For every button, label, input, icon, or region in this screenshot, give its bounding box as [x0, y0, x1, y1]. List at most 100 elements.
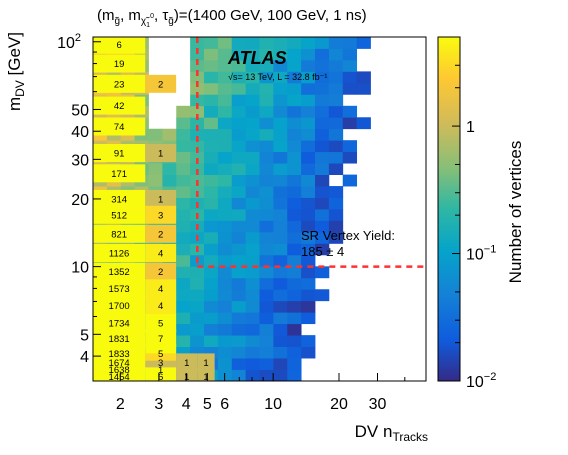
heatmap-cell: [204, 266, 219, 279]
sr-yield-label: SR Vertex Yield:: [301, 228, 395, 243]
heatmap-cell-labeled: [93, 205, 146, 224]
cell-count: 1: [184, 358, 189, 369]
heatmap-cell: [231, 94, 247, 107]
heatmap-cell-labeled: [145, 243, 177, 262]
heatmap-cell: [315, 105, 330, 118]
heatmap-cell: [273, 209, 288, 221]
cell-count: 1: [203, 372, 208, 383]
heatmap-cell: [204, 231, 219, 244]
cell-count: 1831: [109, 334, 130, 345]
heatmap-cell: [245, 163, 260, 175]
title-neutralino-sub: χ̃: [141, 16, 150, 27]
cell-count: 91: [114, 149, 125, 160]
heatmap-cell: [273, 105, 288, 118]
heatmap-cell: [204, 151, 219, 164]
heatmap-cell: [190, 151, 205, 164]
cell-count: 4: [158, 284, 163, 295]
heatmap-cell: [342, 71, 358, 84]
heatmap-cell: [259, 289, 274, 302]
heatmap-cell: [328, 48, 344, 61]
heatmap-cell: [204, 243, 219, 256]
cell-count: 171: [111, 169, 127, 180]
cell-count: 7: [158, 334, 163, 345]
heatmap-cell-labeled: [197, 367, 215, 381]
heatmap-cell: [342, 151, 358, 164]
y-tick-label: 20: [71, 192, 89, 209]
heatmap-cell: [245, 358, 260, 370]
heatmap-cell: [204, 59, 219, 72]
heatmap-cell: [301, 186, 316, 198]
cell-count: 314: [111, 194, 127, 205]
heatmap-cell: [273, 335, 288, 347]
heatmap-cell: [259, 312, 274, 325]
x-tick-label: 5: [203, 396, 212, 413]
heatmap-cell: [315, 163, 330, 175]
x-tick-label: 4: [182, 396, 191, 413]
heatmap-cell: [259, 197, 274, 210]
heatmap-cell: [287, 289, 302, 302]
heatmap-cell: [176, 186, 191, 198]
heatmap-cell: [301, 335, 316, 347]
heatmap-cell: [259, 323, 274, 336]
heatmap-cell: [287, 300, 302, 313]
heatmap-cell: [231, 151, 247, 164]
heatmap-cell: [287, 346, 302, 359]
heatmap-cell-labeled: [145, 314, 177, 333]
sr-yield-value: 185 ± 4: [301, 244, 344, 259]
heatmap-cell: [217, 48, 233, 61]
heatmap-cell: [245, 312, 260, 325]
heatmap-cell: [259, 105, 274, 118]
heatmap-cell: [217, 209, 233, 221]
colorbar-ticks: 10−2 10−1 1: [452, 64, 496, 391]
heatmap-cell: [328, 186, 344, 198]
heatmap-cell: [315, 266, 330, 279]
heatmap-cell: [217, 163, 233, 175]
heatmap-cell: [273, 300, 288, 313]
heatmap-cell: [190, 266, 205, 279]
chart-title: (mg̃, mχ̃10, τg̃)=(1400 GeV, 100 GeV, 1 …: [97, 7, 367, 29]
cell-count: 1126: [109, 248, 129, 259]
heatmap-cell: [217, 335, 233, 347]
heatmap-cell: [259, 117, 274, 130]
heatmap-cell: [287, 140, 302, 153]
heatmap-cell: [190, 312, 205, 325]
heatmap-cell: [301, 105, 316, 118]
heatmap-cell: [315, 140, 330, 153]
heatmap-cell: [190, 128, 205, 141]
heatmap-cell: [176, 289, 191, 302]
heatmap-cell: [245, 277, 260, 290]
y-tick-label: 4: [80, 349, 89, 366]
heatmap-cell: [217, 197, 233, 210]
heatmap-cell: [204, 220, 219, 233]
heatmap-cell: [190, 323, 205, 336]
heatmap-cell-labeled: [145, 262, 177, 281]
heatmap-cell: [231, 243, 247, 256]
heatmap-cell: [301, 151, 316, 164]
heatmap-cell: [273, 346, 288, 359]
heatmap-cell: [231, 174, 247, 187]
heatmap-cell: [176, 163, 191, 175]
heatmap-cell: [231, 59, 247, 72]
heatmap-cell: [301, 312, 316, 325]
heatmap-cell-labeled: [93, 144, 146, 163]
heatmap-cell: [245, 243, 260, 256]
heatmap-cell: [190, 82, 205, 95]
heatmap-cell-labeled: [93, 96, 146, 115]
heatmap-cell: [204, 312, 219, 325]
heatmap-cell: [190, 105, 205, 118]
heatmap-cell: [245, 254, 260, 267]
heatmap-cell: [259, 94, 274, 107]
heatmap-cell-labeled: [145, 189, 177, 208]
heatmap-cell: [301, 37, 316, 49]
heatmap-cell: [176, 151, 191, 164]
heatmap-cell: [217, 323, 233, 336]
heatmap-cell: [204, 335, 219, 347]
heatmap-cell: [259, 277, 274, 290]
x-tick-label: 6: [220, 396, 229, 413]
heatmap-cell: [204, 37, 219, 49]
heatmap-cell: [287, 231, 302, 244]
heatmap-cell: [287, 266, 302, 279]
heatmap-cell: [328, 231, 344, 244]
heatmap-cell: [176, 140, 191, 153]
